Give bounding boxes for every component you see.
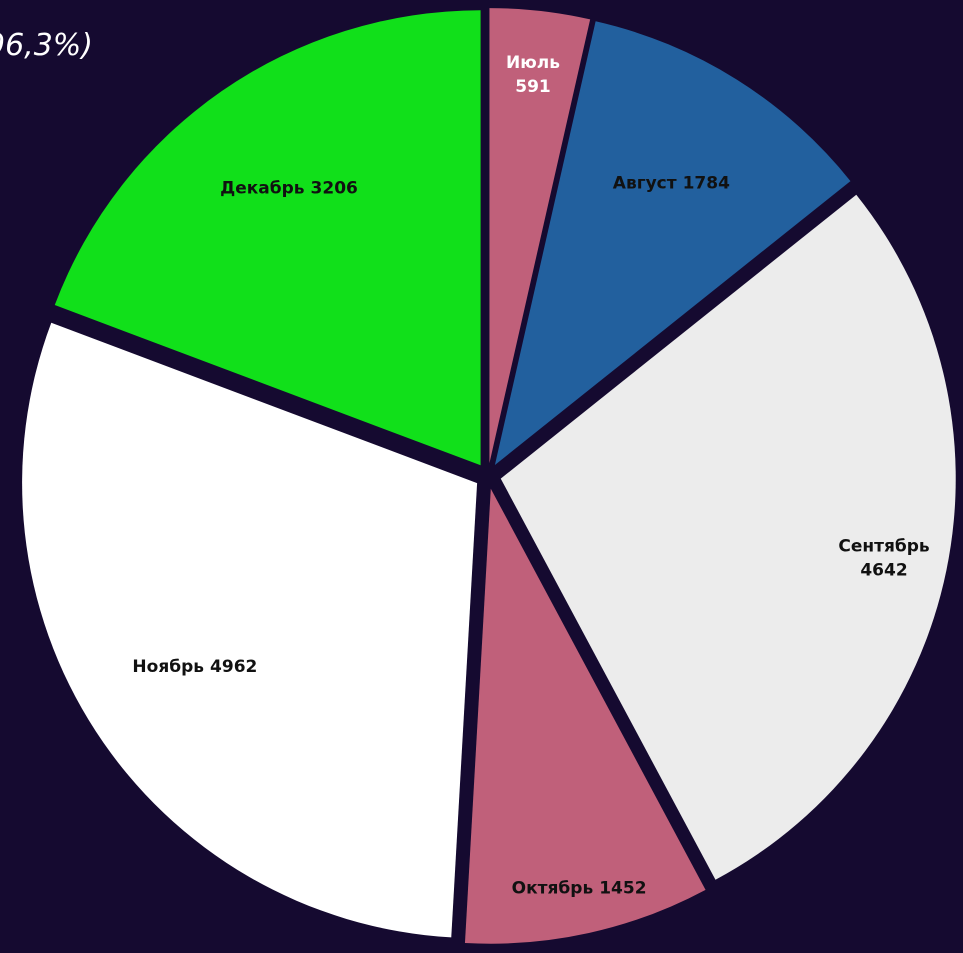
slice-category: Июль [506,53,560,73]
pie-slice [494,21,851,465]
slice-value: 3206 [311,178,358,198]
slice-label: Декабрь 3206 [220,178,358,198]
slice-label: Октябрь 1452 [512,879,647,899]
slice-category: Сентябрь [838,536,929,556]
slice-value: 1784 [683,174,730,194]
pie-slice [489,8,591,464]
slice-value: 591 [515,77,551,97]
pie-slice [22,322,478,938]
slice-category: Август [613,174,677,194]
slice-category: Ноябрь [132,657,204,677]
slice-label: Сентябрь 4642 [838,536,929,580]
slice-category: Декабрь [220,178,304,198]
slice-label: Ноябрь 4962 [132,657,257,677]
slice-value: 4962 [210,657,257,677]
slice-value: 4642 [860,560,907,580]
annotation: 96,3%) [0,28,93,63]
slice-category: Октябрь [512,879,594,899]
slice-label: Июль 591 [506,53,560,97]
pie-slice [500,194,956,880]
pie-slice [54,10,481,466]
pie-slice [464,488,706,944]
slice-value: 1452 [599,879,646,899]
slice-label: Август 1784 [613,174,730,194]
